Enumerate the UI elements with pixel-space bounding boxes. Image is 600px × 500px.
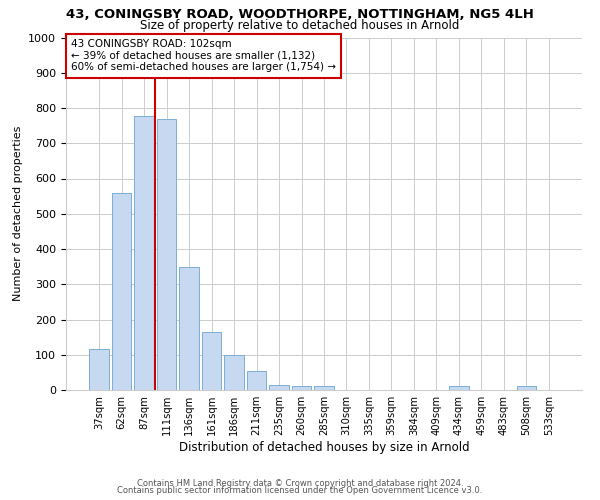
Bar bbox=[202, 332, 221, 390]
X-axis label: Distribution of detached houses by size in Arnold: Distribution of detached houses by size … bbox=[179, 441, 469, 454]
Bar bbox=[134, 116, 154, 390]
Text: Contains HM Land Registry data © Crown copyright and database right 2024.: Contains HM Land Registry data © Crown c… bbox=[137, 478, 463, 488]
Text: 43, CONINGSBY ROAD, WOODTHORPE, NOTTINGHAM, NG5 4LH: 43, CONINGSBY ROAD, WOODTHORPE, NOTTINGH… bbox=[66, 8, 534, 20]
Text: Contains public sector information licensed under the Open Government Licence v3: Contains public sector information licen… bbox=[118, 486, 482, 495]
Y-axis label: Number of detached properties: Number of detached properties bbox=[13, 126, 23, 302]
Bar bbox=[179, 268, 199, 390]
Text: Size of property relative to detached houses in Arnold: Size of property relative to detached ho… bbox=[140, 19, 460, 32]
Bar bbox=[292, 386, 311, 390]
Bar bbox=[157, 118, 176, 390]
Bar bbox=[112, 192, 131, 390]
Bar bbox=[449, 386, 469, 390]
Text: 43 CONINGSBY ROAD: 102sqm
← 39% of detached houses are smaller (1,132)
60% of se: 43 CONINGSBY ROAD: 102sqm ← 39% of detac… bbox=[71, 40, 336, 72]
Bar bbox=[247, 370, 266, 390]
Bar bbox=[314, 386, 334, 390]
Bar bbox=[269, 384, 289, 390]
Bar bbox=[89, 350, 109, 390]
Bar bbox=[517, 386, 536, 390]
Bar bbox=[224, 356, 244, 390]
